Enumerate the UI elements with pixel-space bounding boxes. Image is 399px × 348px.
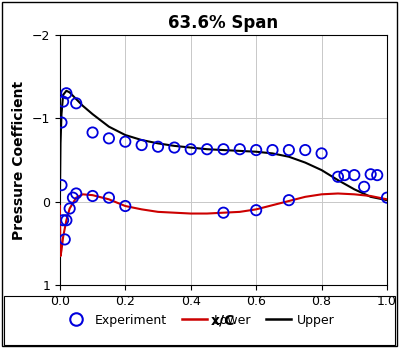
Bar xyxy=(4,296,395,345)
Point xyxy=(341,172,348,178)
Point xyxy=(237,147,243,152)
Point xyxy=(351,172,358,178)
Point xyxy=(63,90,69,96)
Point xyxy=(220,210,227,215)
Point xyxy=(89,130,96,135)
Point xyxy=(106,136,112,141)
Point xyxy=(58,120,65,125)
Point xyxy=(374,172,380,178)
Point xyxy=(89,193,96,199)
Point xyxy=(220,147,227,152)
Point xyxy=(60,218,66,223)
Point xyxy=(253,147,259,153)
Point xyxy=(122,139,128,144)
Point xyxy=(361,184,367,190)
Point xyxy=(63,218,69,223)
Point xyxy=(286,147,292,153)
Point xyxy=(138,142,145,148)
Point xyxy=(204,147,210,152)
Point xyxy=(384,195,390,200)
Point xyxy=(61,237,68,242)
Point xyxy=(122,203,128,209)
Point xyxy=(318,151,325,156)
Y-axis label: Pressure Coefficient: Pressure Coefficient xyxy=(12,80,26,240)
Point xyxy=(58,182,65,188)
Point xyxy=(269,147,276,153)
Point xyxy=(73,101,79,106)
Point xyxy=(67,206,73,211)
Point xyxy=(188,147,194,152)
Point xyxy=(60,99,66,104)
Title: 63.6% Span: 63.6% Span xyxy=(168,14,279,32)
Point xyxy=(171,145,178,150)
Point xyxy=(106,195,112,200)
Point xyxy=(155,144,161,150)
Legend: Experiment, Lower, Upper: Experiment, Lower, Upper xyxy=(59,309,340,332)
Point xyxy=(367,172,374,177)
Point xyxy=(286,197,292,203)
Point xyxy=(73,191,79,196)
Point xyxy=(302,147,308,153)
Point xyxy=(70,195,76,200)
Point xyxy=(335,174,341,180)
Point xyxy=(253,207,259,213)
X-axis label: x/C: x/C xyxy=(211,314,236,327)
